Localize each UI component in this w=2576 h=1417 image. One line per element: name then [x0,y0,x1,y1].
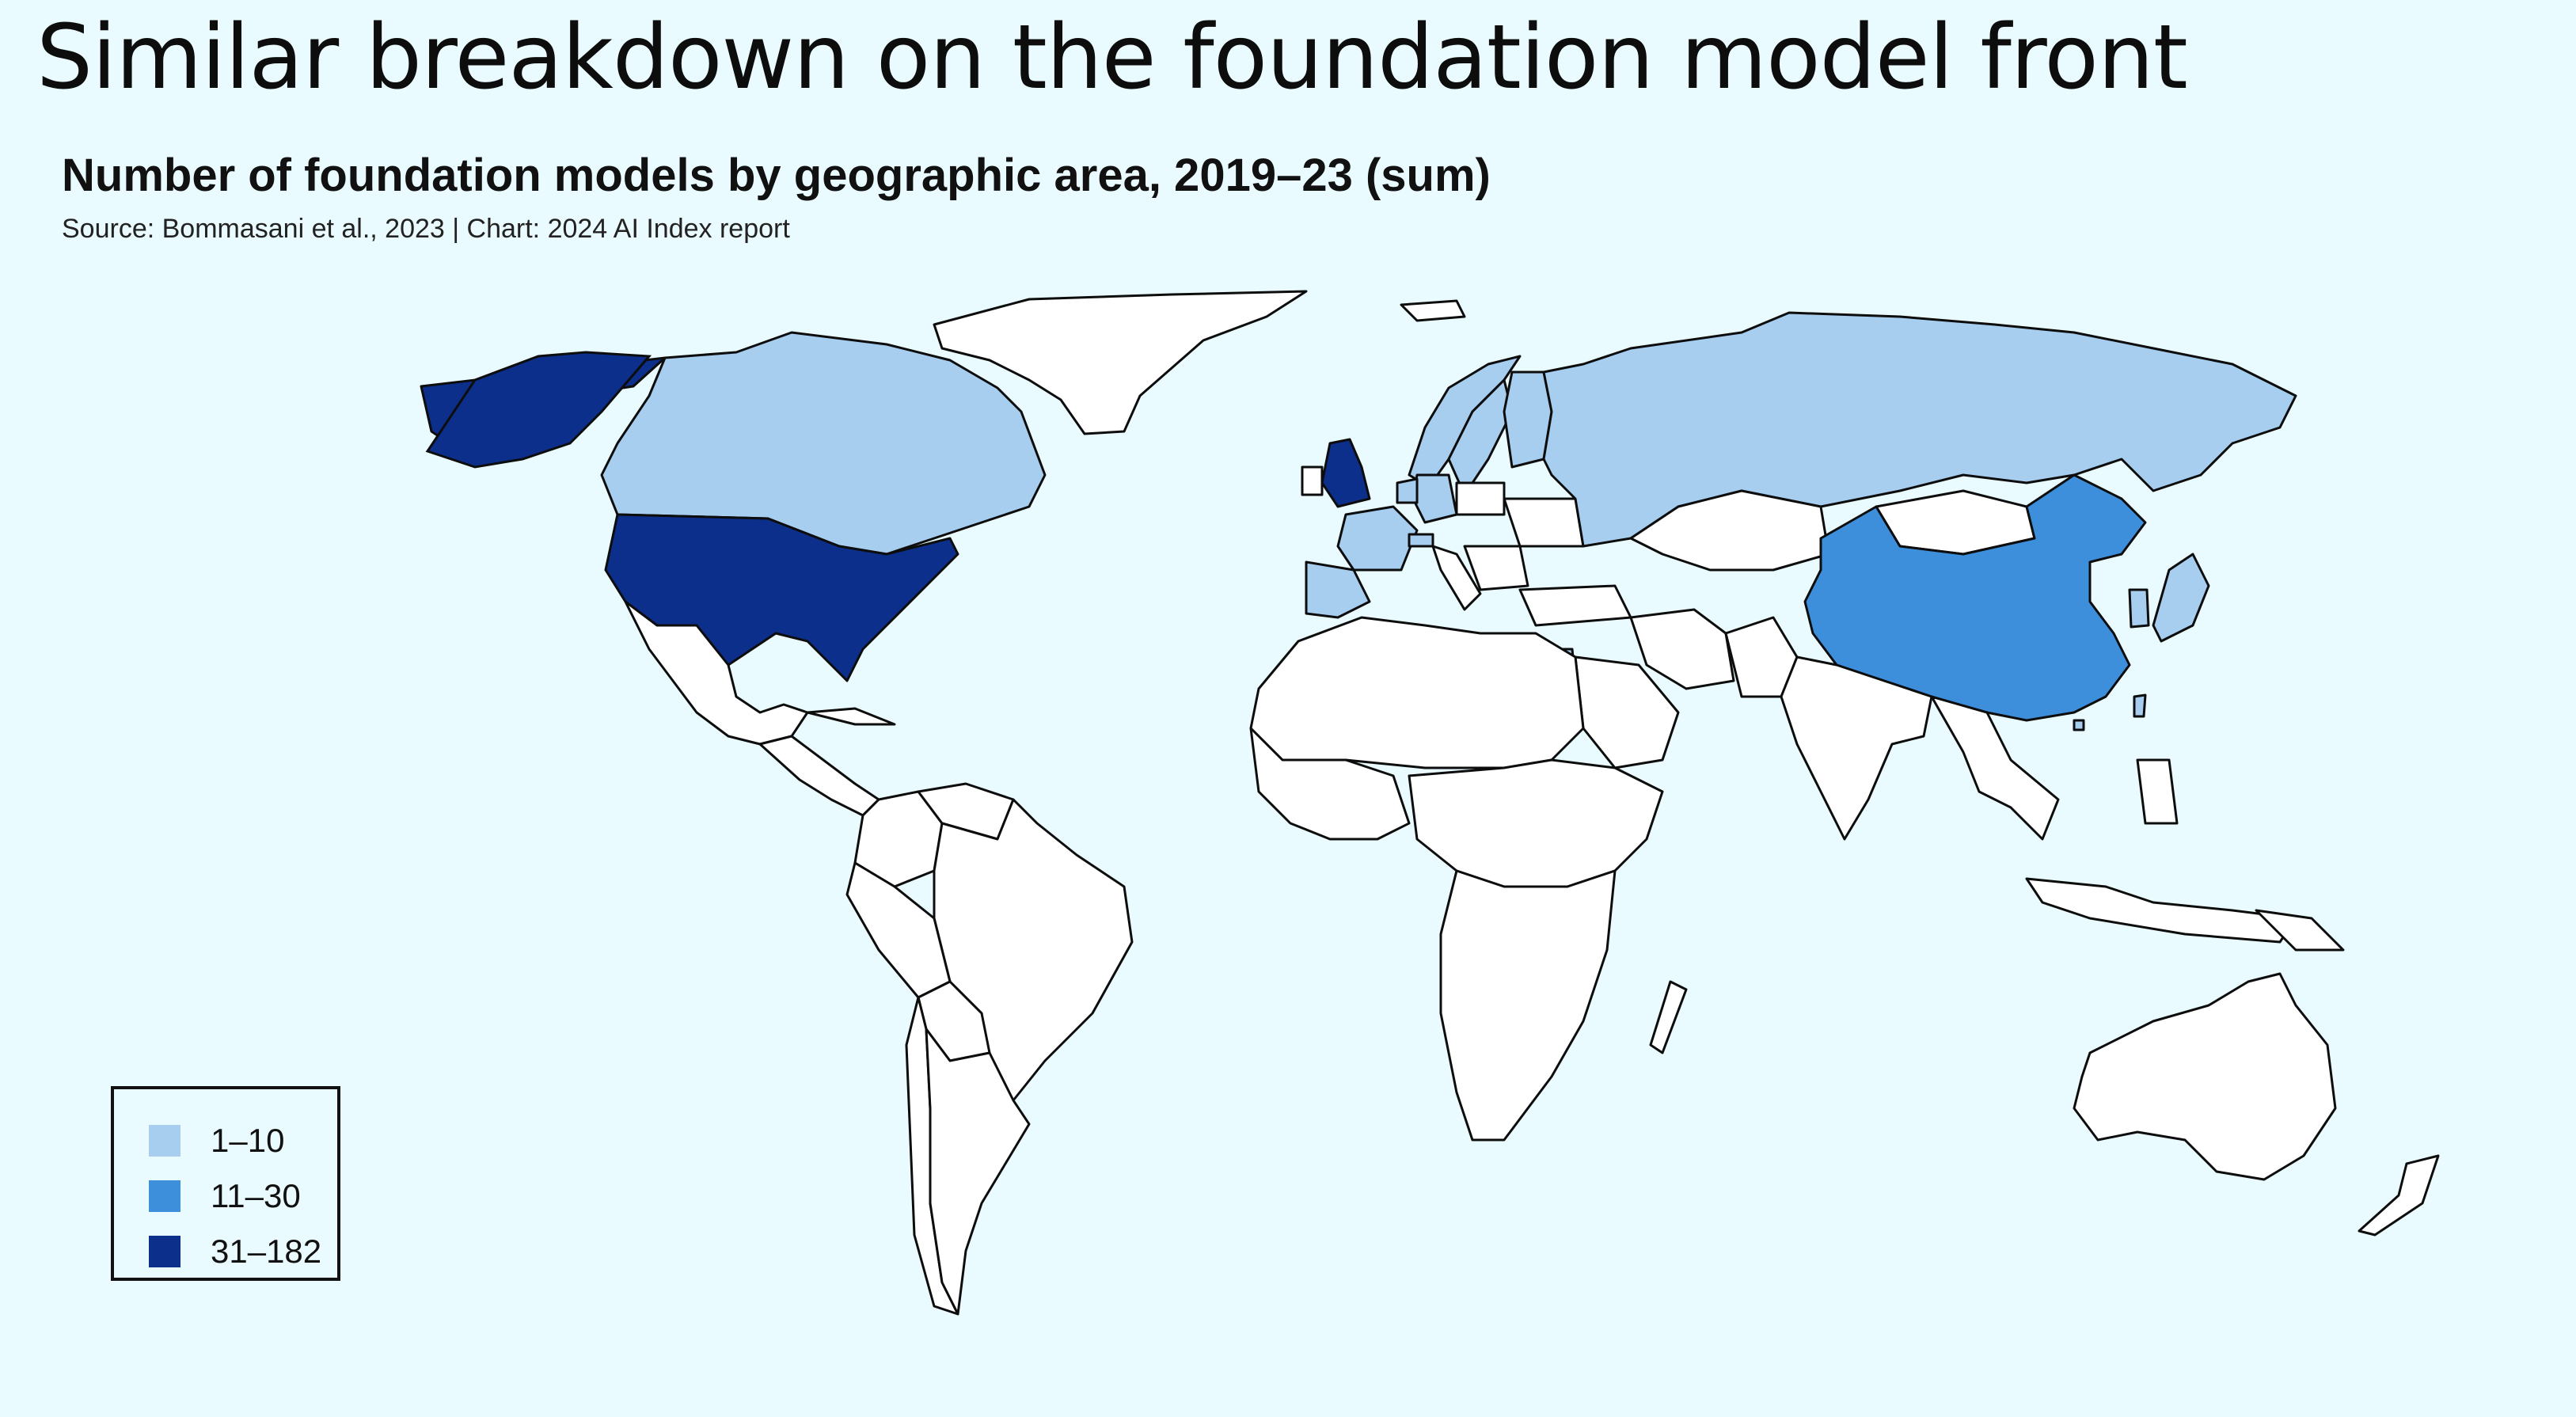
region-canada [600,331,1047,556]
region-africa-south [1439,869,1617,1142]
region-iceland [1400,299,1466,322]
region-norway [1408,355,1522,488]
legend-swatch [149,1236,180,1267]
region-philippines [2136,758,2179,825]
legend-item: 1–10 [149,1113,337,1168]
region-switzerland [1408,533,1434,548]
slide-title: Similar breakdown on the foundation mode… [36,6,2188,109]
region-india [1780,655,1933,841]
region-madagascar [1649,980,1688,1054]
region-africa-west [1249,727,1411,841]
region-cuba [806,707,896,726]
world-map [420,290,2440,1316]
legend-item: 31–182 [149,1224,337,1279]
region-australia [2073,972,2337,1181]
region-southeast-asia [1930,695,2060,841]
region-new-guinea [2255,909,2345,952]
region-central-america [758,735,880,817]
chart-title: Number of foundation models by geographi… [62,150,1491,201]
region-netherlands [1396,477,1419,504]
legend-swatch [149,1125,180,1157]
region-russia [1542,311,2297,548]
region-iran [1629,608,1735,690]
region-hong-kong [2073,719,2085,731]
region-ukraine [1503,497,1585,548]
region-japan [2152,553,2210,643]
legend-label: 31–182 [211,1233,322,1270]
region-italy [1431,545,1482,611]
region-greenland [933,290,1308,435]
legend-label: 11–30 [211,1177,301,1214]
region-taiwan [2133,693,2147,718]
region-new-zealand [2358,1154,2440,1237]
region-poland [1455,481,1506,516]
region-south-korea [2128,588,2150,629]
region-africa-central [1408,758,1664,888]
region-united-kingdom [1320,438,1371,508]
region-spain [1305,560,1371,619]
region-balkans [1463,545,1529,591]
legend-label: 1–10 [211,1122,285,1159]
legend-swatch [149,1180,180,1212]
region-turkey [1518,584,1632,627]
region-africa-north [1249,616,1585,769]
region-germany [1411,473,1458,524]
legend: 1–10 11–30 31–182 [111,1086,340,1281]
chart-source: Source: Bommasani et al., 2023 | Chart: … [62,214,790,244]
region-argentina [925,1028,1031,1316]
legend-item: 11–30 [149,1168,337,1224]
region-alaska [425,351,652,469]
region-france [1336,505,1419,572]
region-ireland [1301,465,1324,496]
